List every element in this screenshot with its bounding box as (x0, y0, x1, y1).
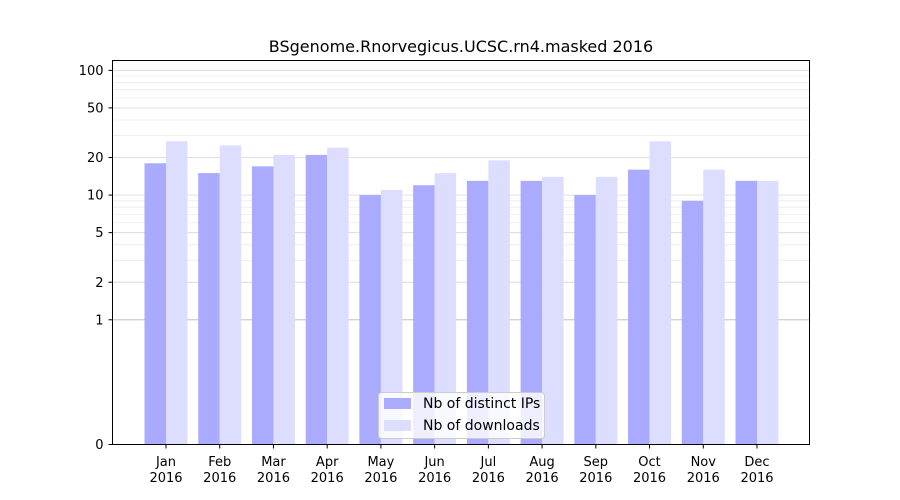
x-axis: Jan 2016 Feb 2016 Mar 2016 Apr 2016 May 2016 Jun 20… (149, 444, 774, 486)
x-tick-label: Mar 2016 (257, 455, 290, 486)
chart-title: BSgenome.Rnorvegicus.UCSC.rn4.masked 201… (269, 37, 653, 56)
bars (144, 141, 779, 445)
bar-distinct-ips (359, 195, 381, 445)
bar-distinct-ips (198, 173, 220, 445)
bar-downloads (380, 189, 403, 445)
bar-distinct-ips (520, 180, 543, 445)
x-tick-label: Feb 2016 (203, 455, 236, 486)
bar-downloads (595, 176, 618, 445)
x-tick-label: Oct 2016 (633, 455, 666, 486)
bar-downloads (649, 141, 672, 445)
bar-distinct-ips (735, 180, 757, 445)
y-tick-label: 1 (95, 313, 103, 328)
plot-frame (112, 60, 810, 445)
legend-swatch (384, 398, 411, 409)
bar-downloads (166, 141, 188, 445)
y-tick-label: 0 (95, 438, 103, 453)
legend: Nb of distinct IPs Nb of downloads (378, 392, 545, 439)
bar-distinct-ips (144, 163, 166, 445)
bar-downloads (703, 169, 725, 445)
y-tick-label: 20 (87, 151, 104, 166)
y-tick-label: 5 (95, 226, 103, 241)
x-tick-label: Aug 2016 (526, 455, 559, 486)
x-tick-label: Sep 2016 (579, 455, 612, 486)
bar-downloads (273, 154, 295, 445)
legend-swatch (384, 420, 411, 431)
y-tick-label: 10 (87, 189, 104, 204)
x-tick-label: Jan 2016 (149, 455, 182, 486)
bar-downloads (434, 173, 457, 445)
x-tick-label: Jul 2016 (472, 455, 505, 486)
bar-downloads (488, 160, 510, 445)
legend-label: Nb of distinct IPs (423, 396, 540, 412)
bar-distinct-ips (628, 169, 650, 445)
bar-downloads (219, 145, 242, 445)
y-tick-label: 100 (79, 64, 104, 79)
bar-distinct-ips (251, 166, 274, 445)
y-tick-label: 2 (95, 276, 103, 291)
bar-downloads (757, 180, 779, 445)
bar-downloads (327, 147, 349, 445)
x-tick-label: Jun 2016 (418, 455, 451, 486)
y-axis: 0 1 2 5 10 20 50 100 (79, 64, 113, 453)
legend-box (378, 392, 545, 439)
bar-distinct-ips (574, 195, 596, 445)
bar-distinct-ips (305, 154, 328, 445)
bar-downloads (542, 176, 564, 445)
bar-distinct-ips (466, 180, 489, 445)
bar-distinct-ips (681, 200, 704, 445)
bar-distinct-ips (413, 185, 435, 445)
x-tick-label: May 2016 (364, 455, 397, 486)
legend-label: Nb of downloads (423, 418, 540, 434)
x-tick-label: Apr 2016 (311, 455, 344, 486)
x-tick-label: Nov 2016 (687, 455, 720, 486)
y-tick-label: 50 (87, 101, 104, 116)
x-tick-label: Dec 2016 (740, 455, 773, 486)
